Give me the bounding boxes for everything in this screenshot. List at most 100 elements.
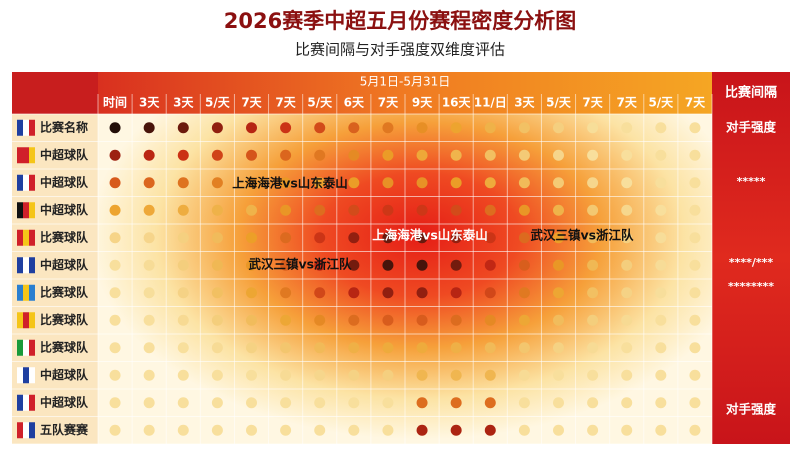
dot [177, 259, 189, 271]
dot [246, 204, 257, 216]
dot [177, 314, 189, 326]
right-label: ***** [737, 175, 766, 188]
dot [280, 259, 292, 271]
dot [518, 314, 530, 326]
dot [484, 232, 496, 244]
dot [587, 122, 599, 134]
dot [143, 259, 155, 271]
dot [109, 204, 121, 216]
dot [450, 232, 462, 244]
row-label: 比赛球队 [40, 339, 89, 354]
dot [109, 287, 121, 299]
dot [280, 122, 292, 134]
flag [23, 229, 29, 246]
dot [280, 342, 292, 354]
right-label: ******** [728, 280, 774, 293]
dot [109, 424, 121, 436]
annotation: 武汉三镇vs浙江队 [530, 228, 634, 243]
dot [484, 287, 496, 299]
dot [348, 314, 360, 326]
dot [450, 122, 462, 134]
column-label: 7天 [241, 96, 262, 110]
dot [689, 342, 701, 354]
dot [246, 397, 257, 409]
flag [23, 257, 29, 274]
dot [246, 314, 257, 326]
dot [211, 314, 223, 326]
dot [211, 424, 223, 436]
dot [280, 397, 292, 409]
dot [689, 314, 701, 326]
dot [348, 369, 360, 381]
flag [29, 174, 35, 191]
dot [280, 287, 292, 299]
dot [314, 259, 326, 271]
dot [143, 314, 155, 326]
dot [177, 369, 189, 381]
dot [382, 287, 394, 299]
dot [246, 232, 257, 244]
column-label: 7天 [685, 96, 706, 110]
dot [689, 397, 701, 409]
dot [587, 369, 599, 381]
dot [450, 369, 462, 381]
dot [553, 177, 564, 189]
flag [17, 174, 23, 191]
dot [518, 232, 530, 244]
dot [211, 177, 223, 189]
dot [348, 122, 360, 134]
flag [17, 284, 23, 301]
dot [348, 204, 360, 216]
dot [177, 232, 189, 244]
dot [689, 232, 701, 244]
flag [29, 147, 35, 164]
dot [348, 342, 360, 354]
dot [553, 149, 564, 161]
dot [416, 177, 428, 189]
dot [143, 369, 155, 381]
dot [416, 424, 428, 436]
dot [553, 259, 564, 271]
flag [23, 284, 29, 301]
dot [587, 149, 599, 161]
dot [382, 342, 394, 354]
column-label: 16天 [442, 96, 472, 110]
dot [587, 287, 599, 299]
dot [689, 122, 701, 134]
dot [143, 232, 155, 244]
dot [382, 204, 394, 216]
dot [246, 424, 257, 436]
dot [382, 232, 394, 244]
column-label: 7天 [275, 96, 296, 110]
dot [484, 369, 496, 381]
dot [655, 424, 667, 436]
flag [17, 394, 23, 411]
column-label: 5/天 [648, 96, 674, 110]
dot [109, 149, 121, 161]
title: 2026赛季中超五月份赛程密度分析图 [224, 9, 576, 33]
flag [29, 229, 35, 246]
right-label: 对手强度 [726, 402, 777, 417]
dot [382, 149, 394, 161]
dot [689, 259, 701, 271]
dot [177, 342, 189, 354]
dot [314, 204, 326, 216]
dot [177, 397, 189, 409]
dot [621, 424, 633, 436]
dot [655, 259, 667, 271]
dot [587, 314, 599, 326]
dot [655, 149, 667, 161]
flag [23, 339, 29, 356]
dot [689, 287, 701, 299]
dot [382, 369, 394, 381]
dot [416, 369, 428, 381]
dot [621, 232, 633, 244]
dot [553, 314, 564, 326]
dot [416, 259, 428, 271]
dot [518, 342, 530, 354]
flag [17, 202, 23, 219]
dot [348, 287, 360, 299]
dot [246, 259, 257, 271]
row-label: 中超球队 [40, 202, 89, 217]
dot [621, 259, 633, 271]
